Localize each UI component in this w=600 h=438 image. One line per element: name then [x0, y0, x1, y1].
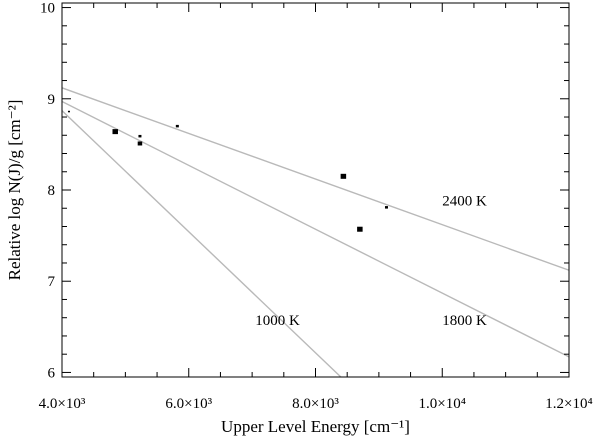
axis-ticks — [61, 3, 570, 377]
x-tick-label: 8.0×10³ — [292, 396, 339, 412]
y-tick-label: 7 — [48, 274, 56, 290]
y-tick-label: 9 — [48, 92, 56, 108]
data-point — [384, 206, 388, 209]
fit-line-label: 2400 K — [442, 194, 487, 210]
data-points — [67, 110, 388, 232]
x-axis-label: Upper Level Energy [cm⁻¹] — [221, 417, 410, 436]
y-tick-label: 8 — [48, 183, 56, 199]
y-axis-label: Relative log N(J)/g [cm⁻²] — [5, 100, 24, 281]
x-tick-label: 1.2×10⁴ — [545, 396, 592, 412]
x-tick-labels: 4.0×10³ 6.0×10³ 8.0×10³ 1.0×10⁴ 1.2×10⁴ — [39, 396, 593, 412]
data-point — [357, 226, 363, 232]
data-point — [175, 124, 179, 128]
fit-line-label: 1000 K — [255, 313, 300, 329]
data-point — [112, 129, 118, 135]
fit-lines — [62, 87, 569, 377]
data-point — [67, 110, 70, 113]
y-tick-label: 10 — [40, 1, 55, 17]
fit-line — [62, 110, 342, 377]
fit-line-label: 1800 K — [442, 313, 487, 329]
y-tick-label: 6 — [48, 365, 56, 381]
fit-line-labels: 2400 K 1800 K 1000 K — [255, 194, 487, 329]
fit-line — [62, 100, 569, 358]
x-tick-label: 1.0×10⁴ — [419, 396, 466, 412]
x-tick-label: 6.0×10³ — [165, 396, 212, 412]
y-tick-labels: 6 7 8 9 10 — [40, 1, 56, 382]
plot-frame — [61, 2, 570, 378]
data-point — [138, 134, 142, 138]
data-point — [137, 141, 143, 146]
data-point — [340, 173, 347, 179]
x-tick-label: 4.0×10³ — [39, 396, 86, 412]
fit-line — [62, 87, 569, 271]
